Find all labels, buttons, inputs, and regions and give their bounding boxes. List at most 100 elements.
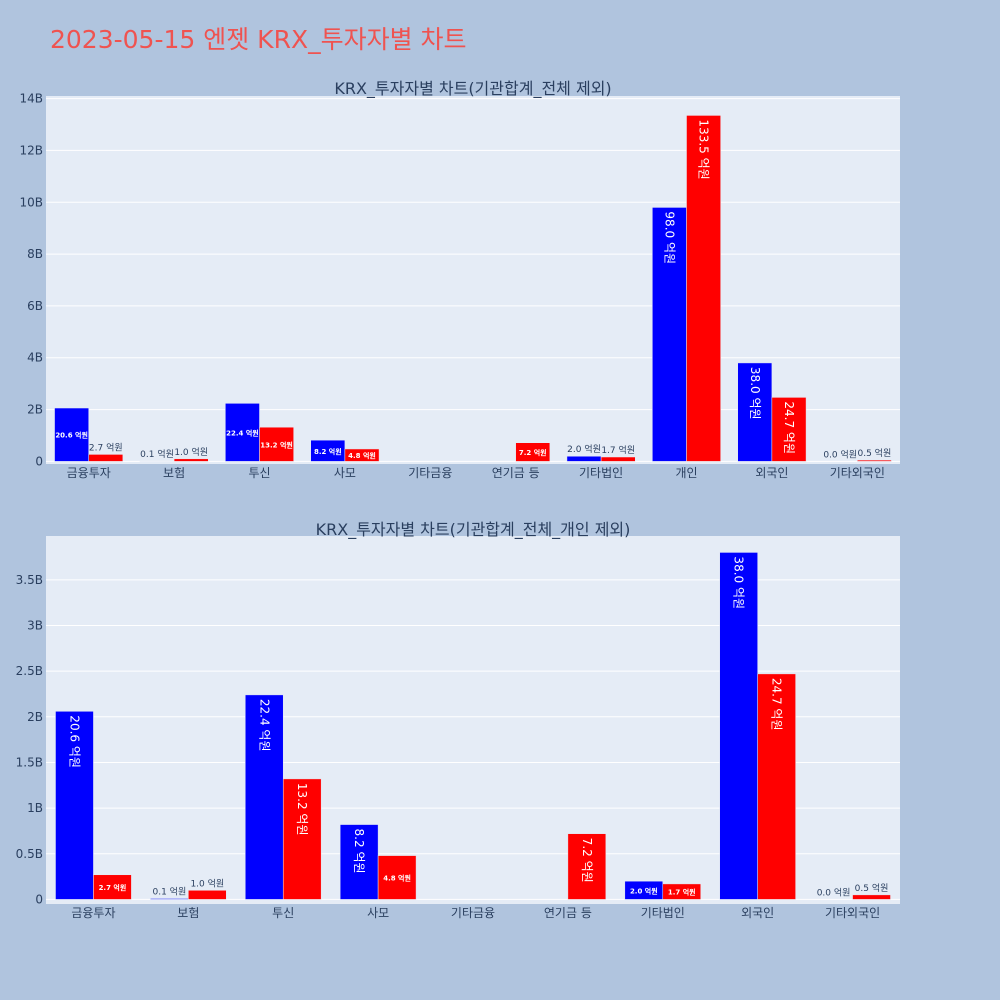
bar bbox=[377, 855, 417, 900]
y-tick-label: 4B bbox=[27, 351, 43, 365]
chart-title: KRX_투자자별 차트(기관합계_전체_개인 제외) bbox=[316, 520, 631, 540]
x-tick-label: 기타법인 bbox=[579, 466, 623, 480]
bar bbox=[757, 673, 796, 900]
bar bbox=[150, 898, 189, 900]
bar-data-label: 0.0 억원 bbox=[817, 886, 851, 898]
x-tick-label: 기타금융 bbox=[408, 466, 452, 480]
y-tick-label: 2B bbox=[27, 403, 43, 417]
bar-data-label: 8.2 억원 bbox=[314, 447, 342, 456]
bar-data-label: 1.7 억원 bbox=[668, 888, 696, 897]
bar bbox=[225, 403, 260, 462]
bar-data-label: 8.2 억원 bbox=[352, 829, 366, 874]
bar-data-label: 24.7 억원 bbox=[770, 678, 784, 731]
bar bbox=[857, 459, 892, 462]
bar bbox=[566, 455, 602, 462]
bar bbox=[188, 890, 227, 900]
bar-data-label: 13.2 억원 bbox=[260, 440, 293, 449]
bar bbox=[567, 833, 607, 900]
x-tick-label: 연기금 등 bbox=[544, 906, 592, 920]
y-tick-label: 14B bbox=[19, 92, 43, 106]
x-tick-label: 보험 bbox=[177, 906, 199, 920]
bar-data-label: 133.5 억원 bbox=[697, 119, 711, 179]
bar bbox=[93, 874, 132, 900]
bar bbox=[652, 207, 687, 462]
y-tick-label: 0.5B bbox=[16, 847, 43, 861]
bar-data-label: 7.2 억원 bbox=[519, 448, 547, 457]
bar bbox=[686, 115, 721, 462]
bar bbox=[282, 778, 322, 900]
x-tick-label: 연기금 등 bbox=[492, 466, 540, 480]
x-tick-label: 개인 bbox=[675, 466, 697, 480]
bar-data-label: 0.5 억원 bbox=[855, 882, 889, 894]
bar-data-label: 38.0 억원 bbox=[732, 556, 746, 609]
y-tick-label: 3.5B bbox=[16, 573, 43, 587]
y-tick-label: 8B bbox=[27, 247, 43, 261]
bar bbox=[737, 362, 773, 462]
x-tick-label: 기타외국인 bbox=[825, 906, 880, 920]
bar-data-label: 2.7 억원 bbox=[89, 441, 123, 453]
bar-data-label: 13.2 억원 bbox=[295, 783, 309, 836]
y-tick-label: 0 bbox=[35, 892, 43, 906]
x-tick-label: 사모 bbox=[367, 906, 389, 920]
bar bbox=[662, 883, 701, 900]
bar-data-label: 4.8 억원 bbox=[348, 451, 376, 460]
y-tick-label: 6B bbox=[27, 299, 43, 313]
x-tick-label: 투신 bbox=[272, 906, 294, 920]
bar-data-label: 22.4 억원 bbox=[226, 428, 259, 437]
bar-data-label: 2.7 억원 bbox=[99, 883, 127, 892]
y-tick-label: 1.5B bbox=[16, 755, 43, 769]
bar-data-label: 0.5 억원 bbox=[858, 447, 892, 459]
bar-data-label: 1.7 억원 bbox=[601, 444, 635, 456]
x-tick-label: 금융투자 bbox=[71, 906, 115, 920]
bar bbox=[173, 458, 209, 462]
bar-data-label: 38.0 억원 bbox=[748, 367, 762, 420]
y-tick-label: 2.5B bbox=[16, 664, 43, 678]
y-tick-label: 1B bbox=[27, 801, 43, 815]
bar-data-label: 98.0 억원 bbox=[662, 211, 676, 264]
chart-bottom: KRX_투자자별 차트(기관합계_전체_개인 제외) 0 0.5B 1B 1.5B 2B 2… bbox=[16, 520, 900, 920]
bar bbox=[88, 454, 124, 462]
bar bbox=[719, 552, 758, 900]
y-tick-label: 12B bbox=[19, 143, 43, 157]
bar-data-label: 1.0 억원 bbox=[174, 446, 208, 458]
bar bbox=[344, 448, 380, 462]
bar bbox=[54, 407, 89, 462]
bar bbox=[259, 426, 294, 462]
page-title: 2023-05-15 엔젯 KRX_투자자별 차트 bbox=[50, 25, 467, 54]
bar-data-label: 1.0 억원 bbox=[190, 877, 224, 889]
bar bbox=[55, 711, 94, 900]
x-tick-label: 외국인 bbox=[755, 466, 788, 480]
y-tick-label: 2B bbox=[27, 710, 43, 724]
chart-title: KRX_투자자별 차트(기관합계_전체 제외) bbox=[334, 79, 611, 99]
bar-data-label: 20.6 억원 bbox=[67, 715, 81, 768]
x-tick-label: 기타금융 bbox=[451, 906, 495, 920]
y-tick-label: 3B bbox=[27, 618, 43, 632]
bar-data-label: 4.8 억원 bbox=[383, 874, 411, 883]
bar bbox=[339, 824, 379, 900]
bar bbox=[600, 456, 636, 462]
bar bbox=[245, 694, 284, 900]
bar-data-label: 2.0 억원 bbox=[630, 886, 658, 895]
x-tick-label: 투신 bbox=[248, 466, 270, 480]
y-tick-label: 0 bbox=[35, 454, 43, 468]
bar bbox=[515, 442, 551, 462]
bar-data-label: 2.0 억원 bbox=[567, 443, 601, 455]
x-tick-label: 기타법인 bbox=[641, 906, 685, 920]
bar-data-label: 0.0 억원 bbox=[823, 448, 857, 460]
bar-data-label: 7.2 억원 bbox=[580, 838, 594, 883]
bar-data-label: 22.4 억원 bbox=[257, 699, 271, 752]
bar bbox=[852, 894, 891, 900]
x-tick-label: 금융투자 bbox=[67, 466, 111, 480]
bar bbox=[771, 397, 807, 462]
y-tick-label: 10B bbox=[19, 195, 43, 209]
x-tick-label: 외국인 bbox=[741, 906, 774, 920]
bar-data-label: 0.1 억원 bbox=[140, 448, 174, 460]
x-tick-label: 기타외국인 bbox=[830, 466, 885, 480]
chart-top: KRX_투자자별 차트(기관합계_전체 제외) 0 2B 4B 6B 8B 10B 12B 14… bbox=[19, 79, 900, 480]
bar-data-label: 20.6 억원 bbox=[55, 431, 88, 440]
bar-data-label: 0.1 억원 bbox=[152, 886, 186, 898]
bar-data-label: 24.7 억원 bbox=[782, 401, 796, 454]
x-tick-label: 보험 bbox=[163, 466, 185, 480]
x-tick-label: 사모 bbox=[334, 466, 356, 480]
